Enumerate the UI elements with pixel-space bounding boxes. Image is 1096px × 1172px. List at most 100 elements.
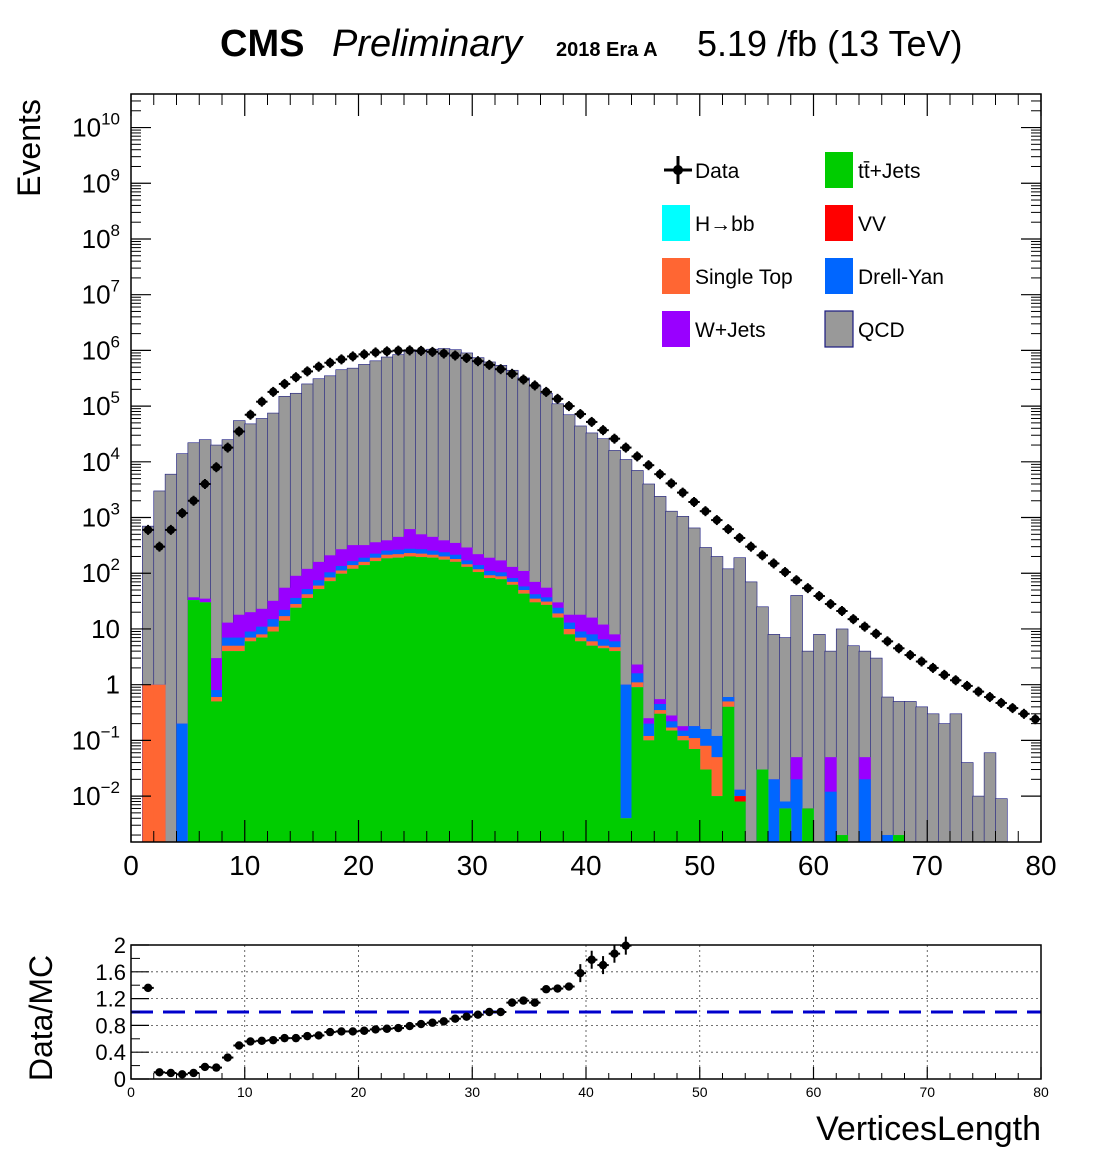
- ratio-y-tick-label: 1.6: [95, 960, 126, 985]
- data-point: [767, 558, 780, 569]
- ratio-y-tick-label: 0.4: [95, 1040, 126, 1065]
- main-plot-axes: 0 10 20 30 40 50 60 70 80 10−2 10−1 1 10 102 103 104 105…: [72, 93, 1057, 881]
- ttjets-bin: [233, 651, 246, 842]
- data-point: [870, 628, 882, 639]
- ttjets-bin: [187, 600, 200, 842]
- data-point: [790, 575, 803, 586]
- ratio-point: [597, 956, 609, 975]
- ttjets-bin: [665, 730, 678, 842]
- ratio-point: [301, 1031, 314, 1041]
- x-tick-label: 60: [798, 850, 829, 881]
- data-point: [688, 497, 700, 508]
- ratio-point: [403, 1021, 416, 1031]
- ratio-point: [244, 1037, 257, 1046]
- data-point: [813, 591, 825, 602]
- y-tick-label: 1010: [72, 110, 120, 143]
- data-point: [620, 442, 632, 453]
- data-point: [449, 350, 461, 361]
- legend-entry-data: Data: [664, 156, 740, 184]
- data-point: [187, 495, 200, 506]
- ratio-point: [210, 1063, 223, 1072]
- ttjets-bin: [381, 558, 394, 842]
- ttjets-bin: [893, 835, 905, 842]
- drellyan-bin: [620, 684, 632, 842]
- ttjets-bin: [404, 556, 416, 842]
- qcd-bin: [904, 701, 917, 843]
- data-point: [176, 508, 188, 519]
- ttjets-bin: [756, 769, 769, 842]
- data-point: [369, 347, 382, 358]
- qcd-bin: [949, 713, 963, 843]
- data-point: [506, 368, 518, 379]
- x-tick-label: 70: [912, 850, 943, 881]
- data-point: [165, 524, 177, 535]
- legend-entry-hbb: H→bb: [662, 205, 755, 241]
- ttjets-bin: [540, 604, 553, 842]
- qcd-bin: [995, 798, 1008, 843]
- legend-entry-wjets: W+Jets: [662, 311, 766, 347]
- legend-entry-vv: VV: [825, 205, 886, 241]
- y-tick-label: 108: [82, 221, 120, 254]
- data-point: [904, 650, 916, 661]
- data-point: [494, 364, 507, 375]
- ratio-point: [278, 1033, 291, 1043]
- ratio-point: [517, 996, 530, 1005]
- data-point: [256, 396, 268, 407]
- y-tick-label: 1: [106, 670, 120, 700]
- data-point: [676, 487, 689, 498]
- ttjets-bin: [779, 808, 792, 842]
- data-point: [529, 380, 541, 391]
- drellyan-bin: [859, 779, 871, 842]
- data-point: [585, 416, 598, 427]
- ttjets-bin: [642, 740, 655, 842]
- data-point: [847, 614, 860, 625]
- ttjets-bin: [472, 572, 485, 842]
- legend-swatch-ttjets: [825, 152, 853, 188]
- data-point: [927, 662, 939, 673]
- ratio-point: [460, 1012, 473, 1021]
- ttjets-bin: [335, 573, 348, 842]
- qcd-bin: [983, 752, 997, 843]
- data-point: [949, 675, 962, 686]
- ttjets-bin: [631, 687, 644, 842]
- y-tick-label: 10−2: [72, 778, 120, 811]
- legend-label: Single Top: [695, 266, 793, 289]
- ttjets-bin: [347, 568, 359, 842]
- qcd-bin: [961, 762, 974, 843]
- data-point: [517, 374, 530, 385]
- y-tick-label: 106: [82, 332, 120, 365]
- lumi-label: 5.19 /fb (13 TeV): [697, 23, 963, 64]
- ttjets-bin: [438, 559, 450, 842]
- ratio-y-axis-label: Data/MC: [23, 955, 59, 1081]
- data-point: [574, 409, 587, 420]
- data-point: [858, 621, 871, 632]
- ratio-point: [574, 964, 587, 983]
- legend-entry-ttjets: tt̄+Jets: [825, 152, 920, 188]
- ttjets-bin: [620, 818, 632, 842]
- singletop-bin: [153, 684, 166, 842]
- qcd-bin: [972, 795, 985, 843]
- ratio-point: [449, 1014, 461, 1023]
- ttjets-bin: [460, 566, 473, 842]
- data-point: [597, 425, 609, 436]
- ratio-point: [494, 1007, 507, 1017]
- data-point: [312, 361, 325, 372]
- ttjets-bin: [699, 769, 712, 842]
- ttjets-bin: [688, 749, 701, 842]
- ratio-x-tick-label: 20: [351, 1084, 367, 1100]
- ttjets-bin: [608, 651, 621, 842]
- data-point: [403, 345, 416, 356]
- data-point: [358, 349, 370, 360]
- legend-label: Data: [695, 160, 740, 183]
- ratio-x-tick-label: 0: [127, 1084, 135, 1100]
- ratio-x-tick-label: 60: [806, 1084, 822, 1100]
- ttjets-bin: [278, 620, 291, 842]
- ratio-point: [221, 1053, 234, 1062]
- legend-swatch-singletop: [662, 258, 690, 294]
- ttjets-bin: [711, 796, 723, 842]
- data-points: [142, 345, 1042, 725]
- ttjets-bin: [722, 706, 735, 842]
- y-tick-label: 10−1: [72, 722, 120, 755]
- y-tick-label: 104: [82, 444, 120, 477]
